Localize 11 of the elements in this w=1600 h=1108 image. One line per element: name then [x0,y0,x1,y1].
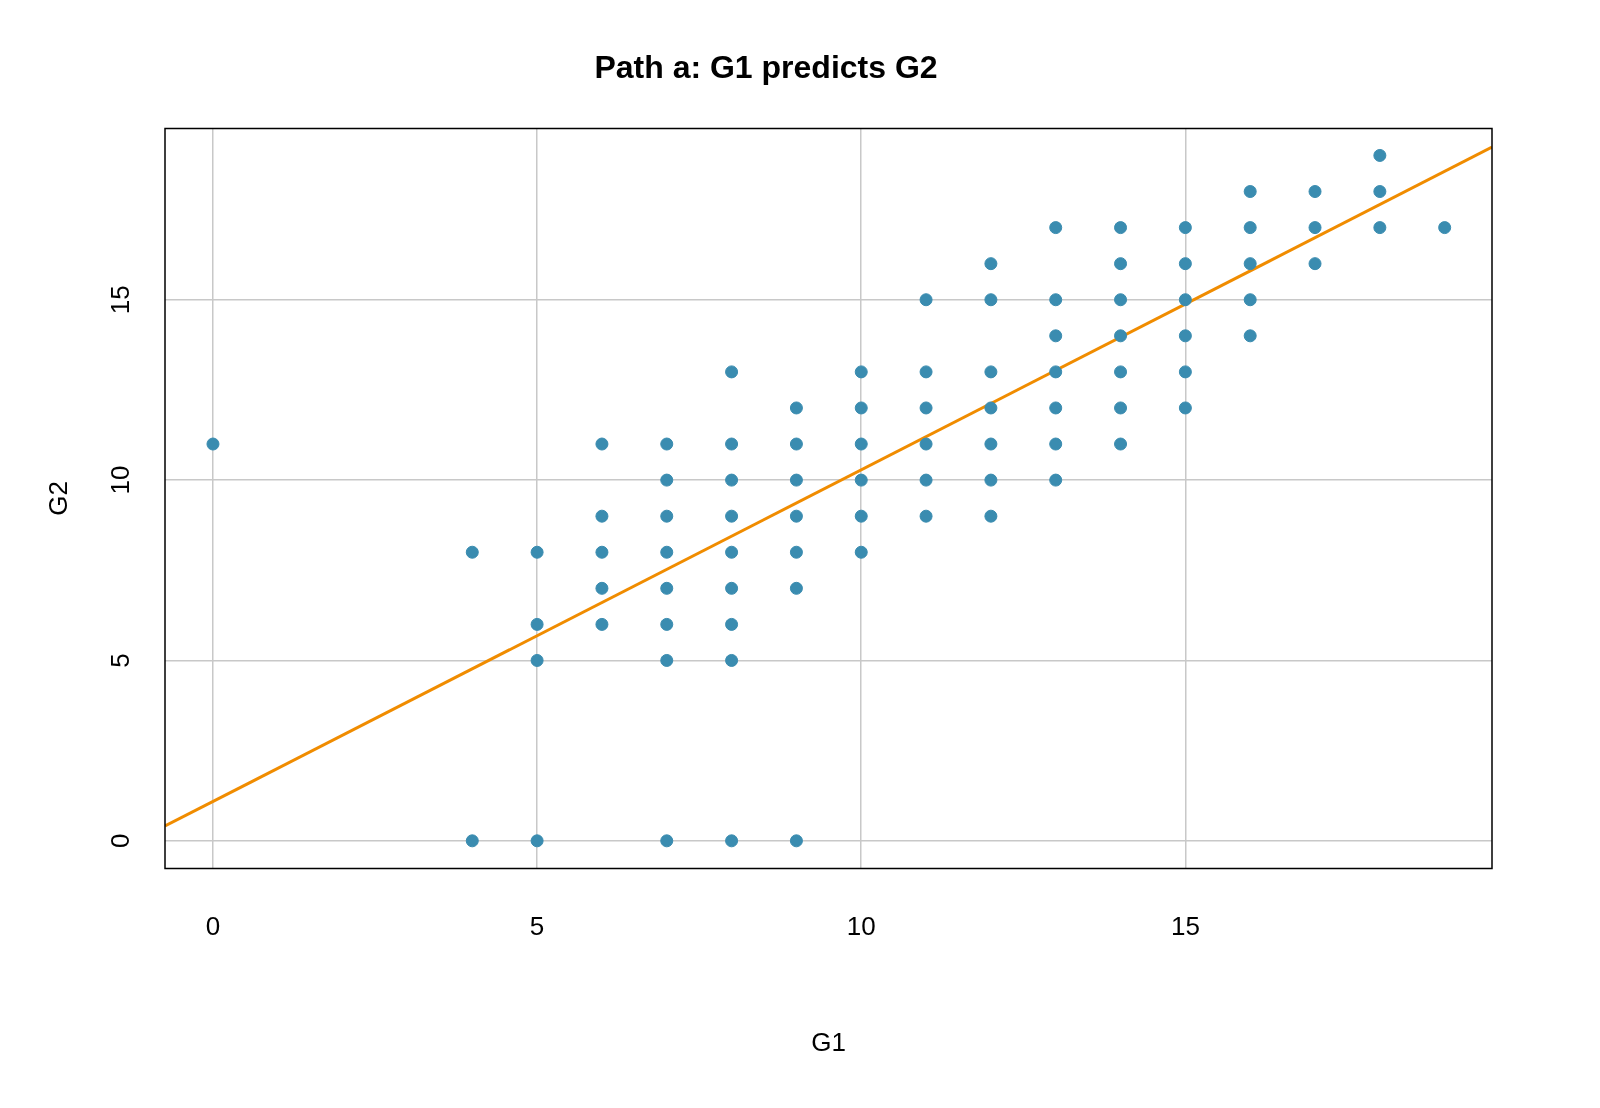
x-tick-label: 10 [846,911,876,942]
x-tick-label: 15 [1170,911,1200,942]
y-tick-label: 15 [105,285,136,315]
chart-title: Path a: G1 predicts G2 [594,49,938,86]
x-tick-label: 5 [529,911,545,942]
y-tick-label: 10 [105,465,136,495]
y-axis-title: G2 [42,481,73,516]
x-axis-title: G1 [811,1026,846,1057]
y-tick-label: 0 [105,833,136,849]
y-tick-label: 5 [105,653,136,668]
x-tick-label: 0 [205,911,221,942]
